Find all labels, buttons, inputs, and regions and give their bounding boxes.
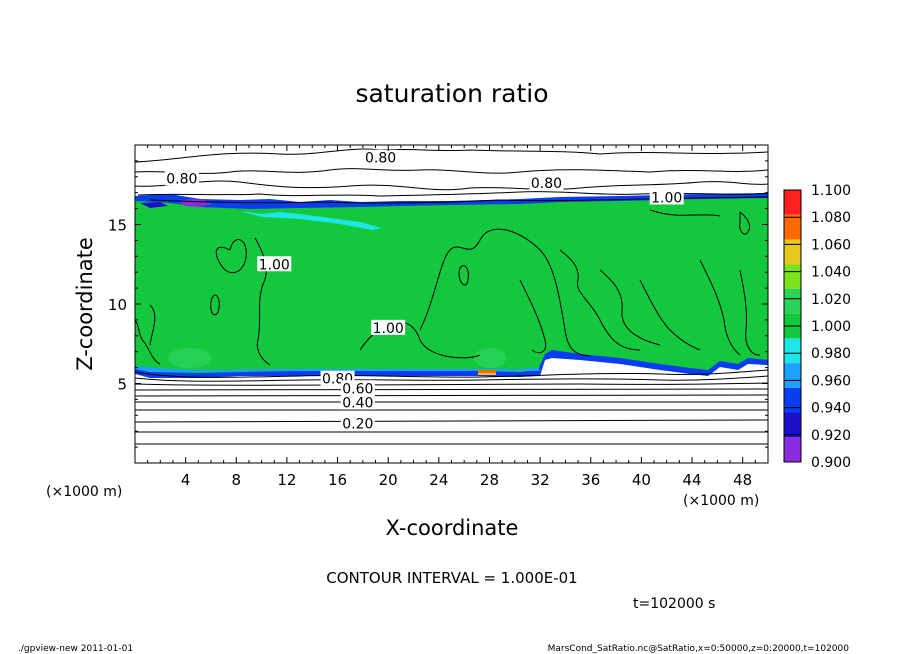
contour-label: 0.40	[342, 396, 373, 412]
colorbar-swatch	[784, 288, 801, 314]
colorbar-label: 1.080	[811, 210, 851, 226]
x-axis-label: X-coordinate	[386, 516, 519, 540]
contour-label-bg	[529, 175, 564, 191]
contour-label-bg	[257, 256, 292, 272]
y-axis-ticks: 5 10 15	[108, 160, 768, 448]
x-tick-label: 48	[733, 471, 752, 489]
contour-label: 1.00	[259, 257, 290, 273]
x-unit-right: (×1000 m)	[683, 493, 759, 509]
colorbar-label: 1.040	[811, 265, 851, 281]
field-layer	[135, 148, 768, 445]
x-axis-ticks: 4 8 12 16 20 24 28 32 36 40 44 48	[147, 145, 756, 489]
contour-label: 0.60	[342, 381, 373, 397]
colorbar-swatch	[784, 190, 801, 215]
y-tick-label: 10	[108, 296, 127, 314]
time-text: t=102000 s	[633, 596, 715, 612]
contour-label: 1.00	[373, 321, 404, 337]
y-axis-label: Z-coordinate	[73, 237, 97, 371]
colorbar-label: 0.940	[811, 401, 851, 417]
colorbar-swatch	[784, 214, 801, 240]
x-tick-label: 44	[682, 471, 701, 489]
y-tick-label: 5	[117, 376, 127, 394]
x-tick-label: 16	[328, 471, 347, 489]
light-green-blob	[168, 348, 212, 368]
x-tick-label: 28	[480, 471, 499, 489]
colorbar-label: 1.020	[811, 292, 851, 308]
warm-patch	[478, 370, 496, 373]
contour-label: 0.80	[365, 151, 396, 167]
x-tick-label: 24	[429, 471, 448, 489]
contour-label: 0.20	[342, 416, 373, 432]
x-tick-label: 8	[232, 471, 242, 489]
colorbar-label: 1.060	[811, 237, 851, 253]
colorbar-label: 0.920	[811, 428, 851, 444]
contour-label-layer: 0.800.80 0.801.001.001.000.800.600.400.20	[164, 149, 684, 432]
contour-interval-text: CONTOUR INTERVAL = 1.000E-01	[326, 569, 577, 587]
x-tick-label: 12	[277, 471, 296, 489]
colorbar-swatch	[784, 437, 801, 462]
colorbar-label: 0.900	[811, 455, 851, 471]
contour-label-bg	[363, 149, 398, 165]
yellow-patch	[478, 373, 496, 375]
plot-area: 0.800.80 0.801.001.001.000.800.600.400.20	[134, 144, 769, 464]
colorbar-swatch	[784, 363, 801, 388]
contour-label: 1.00	[651, 190, 682, 206]
colorbar-label: 0.960	[811, 373, 851, 389]
upper-purple-patch-2	[140, 202, 168, 208]
colorbar-swatch	[784, 338, 801, 364]
chart-title: saturation ratio	[355, 79, 548, 108]
x-tick-label: 4	[181, 471, 191, 489]
x-unit-left: (×1000 m)	[46, 484, 122, 500]
colorbar-label: 1.100	[811, 183, 851, 199]
contour-label: 0.80	[166, 171, 197, 187]
y-tick-label: 15	[108, 217, 127, 235]
lower-cyan-edge	[135, 366, 540, 372]
contour-label-bg	[649, 189, 684, 205]
contour-label-bg	[164, 170, 199, 186]
upper-cyan-patch	[240, 211, 382, 230]
colorbar: 1.100 1.080 1.060 1.040 1.020 1.000 0.980 0.960…	[783, 183, 851, 471]
colorbar-label: 0.980	[811, 346, 851, 362]
x-tick-label: 40	[632, 471, 651, 489]
x-tick-label: 36	[581, 471, 600, 489]
colorbar-swatch	[784, 412, 801, 438]
contour-label-bg	[340, 394, 375, 410]
colorbar-swatch	[784, 264, 801, 289]
colorbar-label: 1.000	[811, 319, 851, 335]
x-tick-label: 32	[531, 471, 550, 489]
lower-blue-band	[135, 350, 768, 378]
light-green-blob-2	[474, 348, 506, 368]
contour-label-bg	[340, 380, 375, 396]
footer-left: ./gpview-new 2011-01-01	[18, 644, 133, 654]
contour-label: 0.80	[531, 176, 562, 192]
upper-blue-band	[135, 193, 768, 209]
x-tick-label: 20	[379, 471, 398, 489]
colorbar-swatch	[784, 239, 801, 265]
contour-label-bg	[340, 415, 375, 431]
saturated-region	[135, 195, 768, 374]
contour-label-bg	[371, 319, 406, 335]
colorbar-swatch	[784, 387, 801, 413]
footer-right: MarsCond_SatRatio.nc@SatRatio,x=0:50000,…	[548, 644, 850, 654]
